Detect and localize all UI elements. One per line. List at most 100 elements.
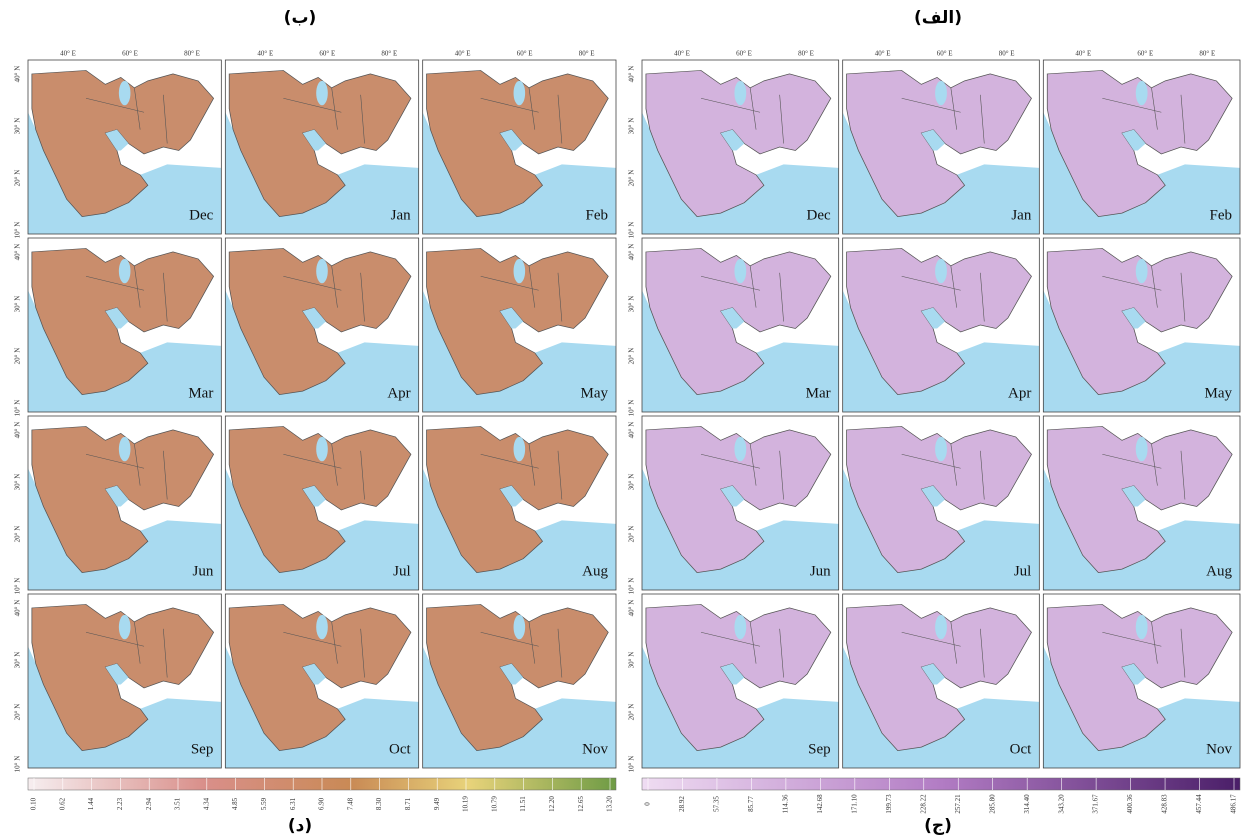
colorbar-label: 28.92	[678, 796, 686, 812]
lat-tick-label: 10° N	[628, 400, 636, 417]
lat-tick-label: 10° N	[14, 578, 22, 595]
colorbar-label: 199.73	[885, 794, 893, 814]
colorbar-label: 343.20	[1057, 794, 1065, 814]
colorbar-label: 9.49	[433, 797, 441, 810]
colorbar-label: 57.35	[713, 796, 721, 812]
month-label: Jun	[192, 563, 213, 579]
lon-tick-label: 80° E	[999, 50, 1015, 58]
colorbar-label: 486.17	[1230, 794, 1238, 814]
colorbar-label: 7.48	[346, 797, 354, 810]
lat-tick-label: 30° N	[628, 474, 636, 491]
lon-tick-label: 80° E	[579, 50, 595, 58]
colorbar-label: 12.65	[577, 796, 585, 812]
lat-tick-label: 40° N	[628, 66, 636, 83]
panel-caption: (د)	[288, 816, 312, 836]
month-label: Jan	[391, 207, 411, 223]
lat-tick-label: 10° N	[628, 756, 636, 773]
lon-tick-label: 40° E	[455, 50, 471, 58]
map-panel	[225, 416, 418, 590]
lat-tick-label: 30° N	[14, 474, 22, 491]
colorbar-label: 85.77	[747, 796, 755, 812]
month-label: Aug	[582, 563, 608, 579]
colorbar-label: 12.20	[548, 796, 556, 812]
month-label: Mar	[806, 385, 831, 401]
panel-label: (الف)	[914, 8, 962, 28]
lat-tick-label: 30° N	[14, 118, 22, 135]
colorbar-label: 10.79	[490, 796, 498, 812]
month-label: Aug	[1206, 563, 1232, 579]
colorbar-label: 6.31	[289, 797, 297, 810]
colorbar-label: 6.90	[318, 797, 326, 810]
month-label: Feb	[586, 207, 609, 223]
month-label: Oct	[389, 741, 411, 757]
lat-tick-label: 40° N	[14, 244, 22, 261]
lon-tick-label: 60° E	[517, 50, 533, 58]
lon-tick-label: 60° E	[1137, 50, 1153, 58]
colorbar-label: 4.34	[202, 797, 210, 810]
lat-tick-label: 30° N	[628, 652, 636, 669]
colorbar-label: 228.22	[919, 794, 927, 814]
colorbar-label: 4.85	[231, 797, 239, 810]
panel-caption: (ج)	[924, 816, 952, 836]
month-label: May	[581, 385, 609, 401]
lon-tick-label: 60° E	[736, 50, 752, 58]
colorbar-label: 371.67	[1092, 794, 1100, 814]
lon-tick-label: 40° E	[60, 50, 76, 58]
map-panel	[225, 60, 418, 234]
lat-tick-label: 40° N	[14, 600, 22, 617]
colorbar-label: 285.80	[988, 794, 996, 814]
month-label: Dec	[807, 207, 831, 223]
lon-tick-label: 80° E	[1199, 50, 1215, 58]
panel-label: (ب)	[284, 8, 317, 28]
colorbar-label: 8.71	[404, 797, 412, 810]
colorbar-label: 2.94	[145, 797, 153, 810]
colorbar-label: 13.20	[606, 796, 614, 812]
lat-tick-label: 10° N	[628, 222, 636, 239]
month-label: Jan	[1011, 207, 1031, 223]
colorbar-label: 0.62	[58, 797, 66, 810]
lat-tick-label: 40° N	[628, 244, 636, 261]
map-panel	[843, 416, 1040, 590]
lat-tick-label: 40° N	[628, 600, 636, 617]
lat-tick-label: 20° N	[628, 704, 636, 721]
colorbar-label: 400.36	[1126, 794, 1134, 814]
lon-tick-label: 40° E	[674, 50, 690, 58]
colorbar-label: 1.44	[87, 797, 95, 810]
month-label: Sep	[191, 741, 214, 757]
lon-tick-label: 60° E	[937, 50, 953, 58]
month-label: Jul	[393, 563, 411, 579]
map-panel	[843, 60, 1040, 234]
lon-tick-label: 60° E	[122, 50, 138, 58]
colorbar-label: 8.30	[375, 797, 383, 810]
month-label: Jun	[810, 563, 831, 579]
lon-tick-label: 40° E	[875, 50, 891, 58]
lat-tick-label: 20° N	[14, 526, 22, 543]
lat-tick-label: 20° N	[628, 526, 636, 543]
lat-tick-label: 20° N	[14, 170, 22, 187]
lat-tick-label: 20° N	[14, 704, 22, 721]
colorbar-label: 428.83	[1161, 794, 1169, 814]
colorbar-label: 3.51	[174, 797, 182, 810]
lon-tick-label: 40° E	[257, 50, 273, 58]
lon-tick-label: 80° E	[798, 50, 814, 58]
month-label: Mar	[188, 385, 213, 401]
month-label: Feb	[1210, 207, 1233, 223]
colorbar-label: 114.36	[781, 794, 789, 813]
colorbar-label: 457.44	[1195, 794, 1203, 814]
lat-tick-label: 40° N	[628, 422, 636, 439]
colorbar-label: 0	[644, 802, 652, 806]
lat-tick-label: 30° N	[628, 118, 636, 135]
lat-tick-label: 40° N	[14, 422, 22, 439]
lat-tick-label: 20° N	[628, 348, 636, 365]
month-label: Apr	[1008, 385, 1031, 401]
colorbar-label: 314.40	[1023, 794, 1031, 814]
colorbar-label: 142.68	[816, 794, 824, 814]
lon-tick-label: 80° E	[184, 50, 200, 58]
figure: (ب) (د) Dec 40° E 60° E 80° E 40° N 30° N 20° N 1…	[0, 0, 1245, 838]
lat-tick-label: 40° N	[14, 66, 22, 83]
month-label: Nov	[582, 741, 608, 757]
colorbar-label: 171.10	[850, 794, 858, 814]
month-label: Oct	[1010, 741, 1032, 757]
month-label: Jul	[1014, 563, 1032, 579]
lon-tick-label: 80° E	[381, 50, 397, 58]
